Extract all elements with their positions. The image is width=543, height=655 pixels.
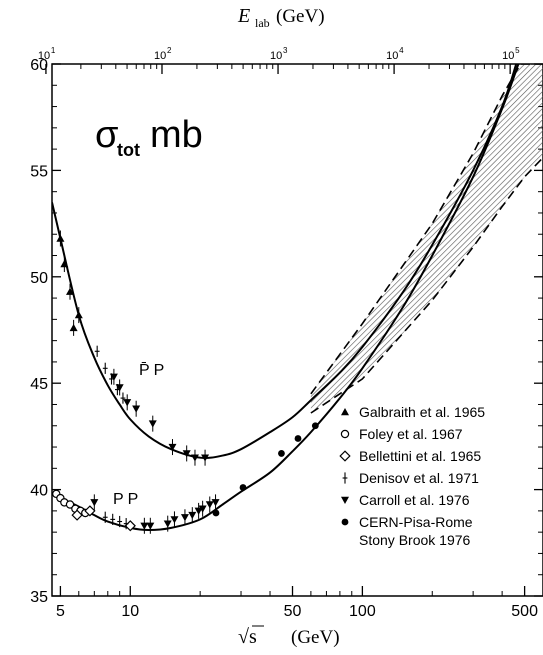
uncertainty-band [310,64,543,414]
y-tick-label: 55 [30,163,48,180]
point-pbar-p-triangle-down [123,399,132,407]
x-tick-label: 100 [349,603,376,620]
top-tick-label: 10 [270,50,282,62]
x-axis-label-unit: (GeV) [291,627,340,648]
point-pp-dot [311,422,319,430]
point-pp-triangle-down [163,520,172,528]
x-tick-label: 5 [56,603,65,620]
x-tick-label: 10 [121,603,139,620]
point-pp-triangle-down [146,522,155,530]
point-pp-dot [212,509,220,517]
legend-label-line2: Stony Brook 1976 [359,532,471,548]
point-pbar-p-triangle-up [69,323,78,332]
point-pbar-p-triangle-down [148,420,157,428]
top-tick-label: 10 [38,50,50,62]
top-tick-label: 10 [502,50,514,62]
x-tick-label: 50 [284,603,302,620]
top-axis-label-sub: lab [255,16,270,30]
legend-symbol-dot [341,518,349,526]
sigma-title: σ [95,114,118,156]
y-tick-label: 45 [30,376,48,393]
curve-label-pp: PP [113,491,142,508]
top-axis-label: E [237,5,250,27]
point-pbar-p-triangle-down [168,443,177,452]
point-pp-triangle-down [90,499,99,507]
point-pp-triangle-down [194,507,203,515]
curve-pbar-p [52,64,518,459]
point-pp-circle-open [65,500,75,509]
top-tick-exponent: 4 [399,46,404,55]
y-tick-label: 35 [30,589,48,606]
point-pp-triangle-down [180,514,189,522]
top-tick-label: 10 [386,50,398,62]
point-pbar-p-triangle-down [190,454,199,462]
point-pbar-p-triangle-up [60,260,69,268]
point-pbar-p-triangle-down [109,373,118,381]
top-tick-exponent: 5 [515,46,520,55]
point-pp-triangle-down [211,499,220,507]
point-pp-dot [278,450,285,457]
top-axis-label-unit: (GeV) [276,6,325,27]
y-tick-label: 50 [30,270,48,287]
point-pbar-p-triangle-up [74,311,83,319]
band-hatch [310,64,543,413]
curve-label-pbar-p: P̄P [139,362,168,379]
legend-symbol-triangle-down [341,496,349,504]
band-lower-edge [310,157,543,414]
point-pbar-p-triangle-down [201,454,210,462]
data-points [52,230,319,534]
top-tick-exponent: 2 [167,46,172,55]
point-pp-triangle-down [140,522,149,530]
legend-label: Galbraith et al. 1965 [359,404,485,420]
legend-symbol-diamond-open [339,450,351,462]
sigma-title-unit: mb [150,114,203,156]
top-tick-exponent: 1 [51,46,56,55]
band-upper-edge [310,64,543,395]
legend-label: Bellettini et al. 1965 [359,448,481,464]
point-pp-diamond-open [71,509,83,521]
point-pp-triangle-down [198,505,207,513]
point-pbar-p-triangle-down [132,405,141,413]
legend-label: Carroll et al. 1976 [359,492,470,508]
x-axis-label-sqrt: √s [238,626,257,648]
point-pbar-p-triangle-up [56,234,65,242]
point-pp-triangle-down [170,516,179,524]
point-pp-dot [239,484,247,491]
legend: Galbraith et al. 1965 Foley et al. 1967 Be… [339,404,485,548]
point-pp-triangle-down [188,511,197,520]
x-tick-label: 500 [511,603,538,620]
point-pp-dot [294,435,302,442]
legend-symbol-triangle-up [341,408,349,416]
point-pbar-p-triangle-down [182,450,191,458]
point-pp-diamond-open [84,505,96,517]
legend-label: CERN-Pisa-Rome [359,514,473,530]
sigma-title-sub: tot [117,140,140,160]
y-tick-label: 40 [30,483,48,500]
plot-frame [51,63,543,597]
point-pbar-p-triangle-down [115,384,124,392]
y-tick-label: 60 [30,57,48,74]
legend-symbol-circle-open [340,429,350,439]
top-tick-label: 10 [154,50,166,62]
point-pbar-p-triangle-up [66,287,75,295]
top-tick-exponent: 3 [283,46,288,55]
legend-label: Foley et al. 1967 [359,426,463,442]
legend-label: Denisov et al. 1971 [359,470,479,486]
point-pp-triangle-down [205,501,214,509]
